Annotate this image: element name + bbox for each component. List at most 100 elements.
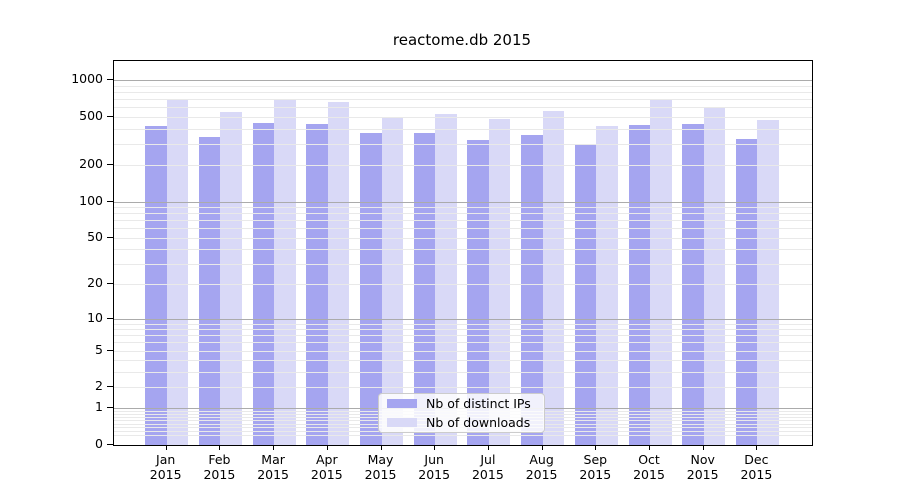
bar-downloads-aug bbox=[542, 111, 565, 445]
gridline-minor bbox=[114, 435, 812, 437]
x-tick-label: Nov 2015 bbox=[686, 452, 719, 482]
bar-distinct-ips-sep bbox=[574, 144, 597, 445]
bar-downloads-dec bbox=[757, 119, 779, 445]
bar-distinct-ips-mar bbox=[252, 122, 275, 445]
legend: Nb of distinct IPs Nb of downloads bbox=[378, 393, 545, 433]
gridline-minor bbox=[114, 107, 812, 109]
y-tick-label: 500 bbox=[79, 108, 103, 123]
bar-downloads-jan bbox=[166, 99, 189, 445]
y-tick bbox=[107, 200, 113, 202]
gridline-minor bbox=[114, 360, 812, 362]
y-tick-label: 50 bbox=[87, 228, 103, 244]
bar-distinct-ips-aug bbox=[521, 135, 543, 445]
legend-item-downloads: Nb of downloads bbox=[387, 414, 536, 430]
bar-distinct-ips-jan bbox=[145, 126, 167, 445]
plot-area bbox=[113, 60, 813, 446]
y-tick bbox=[107, 79, 113, 81]
x-tick bbox=[165, 445, 167, 450]
x-tick-label: Jan 2015 bbox=[149, 452, 182, 482]
gridline-minor bbox=[114, 213, 812, 215]
x-tick-label: Aug 2015 bbox=[525, 452, 558, 482]
y-tick-label: 2 bbox=[95, 378, 103, 393]
gridline-minor bbox=[114, 207, 812, 208]
legend-item-distinct-ips: Nb of distinct IPs bbox=[387, 395, 536, 411]
gridline-major bbox=[114, 80, 812, 82]
y-tick-label: 20 bbox=[87, 275, 103, 291]
x-tick bbox=[702, 445, 704, 450]
gridline-minor bbox=[114, 342, 812, 344]
bar-distinct-ips-may bbox=[360, 132, 382, 445]
y-tick bbox=[107, 349, 113, 351]
legend-label-distinct-ips: Nb of distinct IPs bbox=[426, 395, 531, 411]
gridline-minor bbox=[114, 165, 812, 167]
x-tick-label: Oct 2015 bbox=[633, 452, 665, 482]
x-tick bbox=[380, 445, 382, 450]
gridline-minor bbox=[114, 335, 812, 337]
bar-downloads-oct bbox=[650, 99, 672, 445]
legend-label-downloads: Nb of downloads bbox=[426, 414, 531, 430]
gridline-minor bbox=[114, 237, 812, 239]
gridline-major bbox=[114, 201, 812, 203]
x-tick bbox=[756, 445, 758, 450]
chart-title: reactome.db 2015 bbox=[392, 31, 532, 49]
gridline-minor bbox=[114, 371, 812, 373]
bar-distinct-ips-feb bbox=[198, 137, 221, 445]
y-tick-label: 10 bbox=[87, 309, 103, 325]
x-tick-label: Jun 2015 bbox=[418, 452, 451, 482]
x-tick bbox=[649, 445, 650, 450]
y-tick bbox=[107, 317, 113, 319]
gridline-minor bbox=[114, 86, 812, 87]
x-tick bbox=[541, 445, 543, 450]
x-tick bbox=[595, 445, 597, 450]
x-tick-label: Jul 2015 bbox=[471, 452, 504, 482]
gridline-minor bbox=[114, 323, 812, 325]
gridline-minor bbox=[114, 128, 812, 130]
bar-downloads-feb bbox=[220, 111, 242, 445]
gridline-major bbox=[114, 318, 812, 320]
y-tick bbox=[107, 444, 113, 445]
x-tick-label: Feb 2015 bbox=[203, 452, 236, 482]
y-tick-label: 1 bbox=[95, 399, 103, 415]
y-tick bbox=[107, 386, 113, 387]
y-tick bbox=[107, 164, 113, 166]
bar-downloads-mar bbox=[274, 100, 296, 445]
bar-distinct-ips-jul bbox=[467, 139, 489, 445]
y-tick bbox=[107, 236, 113, 238]
y-tick bbox=[107, 407, 113, 409]
y-tick-label: 200 bbox=[79, 156, 103, 172]
gridline-minor bbox=[114, 117, 812, 118]
legend-swatch-distinct-ips bbox=[387, 399, 417, 408]
y-tick-label: 5 bbox=[95, 341, 103, 357]
gridline-minor bbox=[114, 329, 812, 331]
x-tick bbox=[273, 445, 275, 450]
x-tick-label: Dec 2015 bbox=[740, 452, 773, 482]
x-tick-label: Sep 2015 bbox=[579, 452, 612, 482]
x-tick bbox=[326, 445, 328, 450]
x-tick bbox=[434, 445, 436, 450]
gridline-minor bbox=[114, 387, 812, 388]
bar-distinct-ips-nov bbox=[682, 123, 704, 445]
y-tick-label: 1000 bbox=[71, 71, 103, 87]
gridline-minor bbox=[114, 220, 812, 222]
x-tick bbox=[487, 445, 489, 450]
gridline-minor bbox=[114, 99, 812, 101]
x-tick-label: May 2015 bbox=[364, 452, 397, 482]
y-tick-label: 100 bbox=[79, 192, 103, 208]
gridline-minor bbox=[114, 228, 812, 230]
bar-downloads-apr bbox=[327, 102, 350, 445]
bar-downloads-jul bbox=[488, 119, 511, 445]
x-tick-label: Mar 2015 bbox=[257, 452, 289, 482]
bar-distinct-ips-jun bbox=[413, 132, 436, 445]
gridline-minor bbox=[114, 249, 812, 250]
gridline-minor bbox=[114, 263, 812, 265]
gridline-minor bbox=[114, 143, 812, 145]
x-tick bbox=[219, 445, 221, 450]
x-tick-label: Apr 2015 bbox=[310, 452, 343, 482]
bar-downloads-nov bbox=[703, 107, 726, 445]
gridline-minor bbox=[114, 350, 812, 352]
y-tick bbox=[107, 116, 113, 117]
legend-swatch-downloads bbox=[387, 418, 417, 427]
y-tick-label: 0 bbox=[95, 436, 103, 451]
bar-downloads-may bbox=[381, 118, 403, 445]
